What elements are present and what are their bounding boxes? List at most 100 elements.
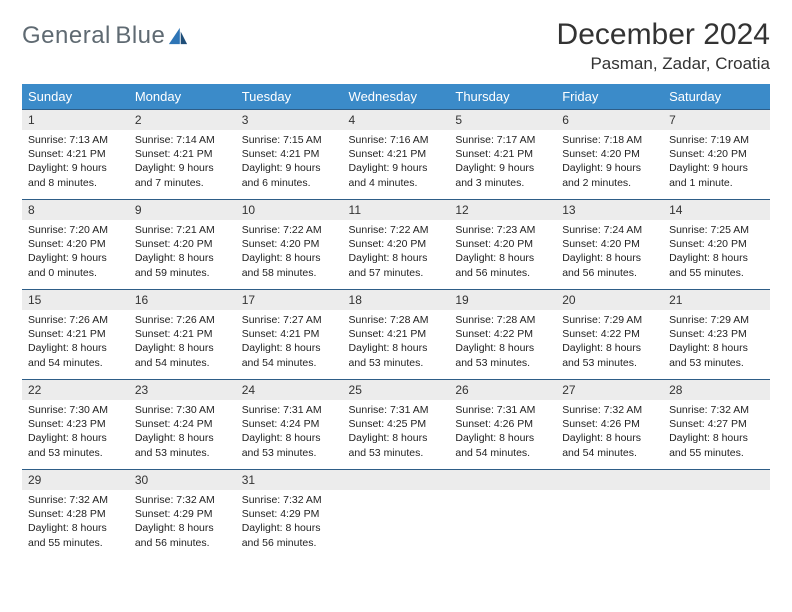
day-body: Sunrise: 7:15 AMSunset: 4:21 PMDaylight:… [236,130,343,194]
calendar-cell: 17Sunrise: 7:27 AMSunset: 4:21 PMDayligh… [236,289,343,379]
day-number-bar: 14 [663,199,770,220]
calendar-cell: 12Sunrise: 7:23 AMSunset: 4:20 PMDayligh… [449,199,556,289]
sunset-line: Sunset: 4:21 PM [349,147,444,161]
day-number-bar: 1 [22,109,129,130]
day-number-bar: 13 [556,199,663,220]
weekday-header: Friday [556,84,663,109]
sunset-line: Sunset: 4:26 PM [562,417,657,431]
daylight-line: Daylight: 8 hours [349,251,444,265]
day-number-bar: 19 [449,289,556,310]
day-number-bar: 15 [22,289,129,310]
calendar-cell: 3Sunrise: 7:15 AMSunset: 4:21 PMDaylight… [236,109,343,199]
sunset-line: Sunset: 4:20 PM [669,237,764,251]
day-body: Sunrise: 7:20 AMSunset: 4:20 PMDaylight:… [22,220,129,284]
sunrise-line: Sunrise: 7:18 AM [562,133,657,147]
daylight-line: and 53 minutes. [455,356,550,370]
day-body: Sunrise: 7:29 AMSunset: 4:22 PMDaylight:… [556,310,663,374]
day-number-bar: 23 [129,379,236,400]
calendar-cell: 10Sunrise: 7:22 AMSunset: 4:20 PMDayligh… [236,199,343,289]
sunrise-line: Sunrise: 7:23 AM [455,223,550,237]
day-number-bar: 17 [236,289,343,310]
day-number-bar: 21 [663,289,770,310]
day-number-bar: 4 [343,109,450,130]
sunrise-line: Sunrise: 7:32 AM [28,493,123,507]
daylight-line: Daylight: 9 hours [242,161,337,175]
daylight-line: and 3 minutes. [455,176,550,190]
sunrise-line: Sunrise: 7:27 AM [242,313,337,327]
calendar-head: Sunday Monday Tuesday Wednesday Thursday… [22,84,770,109]
calendar-cell: 15Sunrise: 7:26 AMSunset: 4:21 PMDayligh… [22,289,129,379]
logo-word1: General [22,22,111,49]
daylight-line: and 54 minutes. [28,356,123,370]
logo-word2: Blue [115,22,165,49]
sunset-line: Sunset: 4:21 PM [349,327,444,341]
daylight-line: and 53 minutes. [242,446,337,460]
daylight-line: Daylight: 8 hours [28,521,123,535]
calendar-cell: 21Sunrise: 7:29 AMSunset: 4:23 PMDayligh… [663,289,770,379]
daylight-line: and 53 minutes. [562,356,657,370]
weekday-header: Tuesday [236,84,343,109]
sunset-line: Sunset: 4:26 PM [455,417,550,431]
sunrise-line: Sunrise: 7:28 AM [349,313,444,327]
daylight-line: and 4 minutes. [349,176,444,190]
sunrise-line: Sunrise: 7:30 AM [135,403,230,417]
sunset-line: Sunset: 4:22 PM [455,327,550,341]
day-number-bar: 18 [343,289,450,310]
calendar-cell: 9Sunrise: 7:21 AMSunset: 4:20 PMDaylight… [129,199,236,289]
day-number-bar: 27 [556,379,663,400]
day-body: Sunrise: 7:30 AMSunset: 4:23 PMDaylight:… [22,400,129,464]
daylight-line: Daylight: 8 hours [242,431,337,445]
sunrise-line: Sunrise: 7:32 AM [242,493,337,507]
day-number-bar: 5 [449,109,556,130]
daylight-line: Daylight: 8 hours [135,341,230,355]
month-title: December 2024 [557,18,770,52]
day-number-bar [343,469,450,490]
day-body: Sunrise: 7:32 AMSunset: 4:29 PMDaylight:… [236,490,343,554]
day-number-bar [449,469,556,490]
sunset-line: Sunset: 4:23 PM [669,327,764,341]
calendar-cell: 25Sunrise: 7:31 AMSunset: 4:25 PMDayligh… [343,379,450,469]
calendar-row: 1Sunrise: 7:13 AMSunset: 4:21 PMDaylight… [22,109,770,199]
sunrise-line: Sunrise: 7:13 AM [28,133,123,147]
daylight-line: Daylight: 8 hours [562,251,657,265]
sunrise-line: Sunrise: 7:31 AM [242,403,337,417]
day-body: Sunrise: 7:24 AMSunset: 4:20 PMDaylight:… [556,220,663,284]
sunset-line: Sunset: 4:20 PM [242,237,337,251]
calendar-cell: 18Sunrise: 7:28 AMSunset: 4:21 PMDayligh… [343,289,450,379]
daylight-line: and 55 minutes. [669,446,764,460]
daylight-line: Daylight: 9 hours [669,161,764,175]
day-body: Sunrise: 7:14 AMSunset: 4:21 PMDaylight:… [129,130,236,194]
daylight-line: Daylight: 8 hours [135,521,230,535]
sunset-line: Sunset: 4:20 PM [562,147,657,161]
day-number-bar: 25 [343,379,450,400]
sunrise-line: Sunrise: 7:32 AM [135,493,230,507]
calendar-cell: 2Sunrise: 7:14 AMSunset: 4:21 PMDaylight… [129,109,236,199]
sunset-line: Sunset: 4:29 PM [135,507,230,521]
day-body: Sunrise: 7:32 AMSunset: 4:28 PMDaylight:… [22,490,129,554]
header: General Blue December 2024 Pasman, Zadar… [22,18,770,74]
sunset-line: Sunset: 4:21 PM [242,147,337,161]
daylight-line: and 0 minutes. [28,266,123,280]
day-body: Sunrise: 7:26 AMSunset: 4:21 PMDaylight:… [22,310,129,374]
day-body: Sunrise: 7:17 AMSunset: 4:21 PMDaylight:… [449,130,556,194]
daylight-line: and 54 minutes. [242,356,337,370]
sunrise-line: Sunrise: 7:32 AM [562,403,657,417]
day-body: Sunrise: 7:30 AMSunset: 4:24 PMDaylight:… [129,400,236,464]
day-body: Sunrise: 7:28 AMSunset: 4:21 PMDaylight:… [343,310,450,374]
daylight-line: Daylight: 8 hours [669,431,764,445]
day-number-bar: 3 [236,109,343,130]
calendar-cell: 19Sunrise: 7:28 AMSunset: 4:22 PMDayligh… [449,289,556,379]
daylight-line: Daylight: 8 hours [242,251,337,265]
sunrise-line: Sunrise: 7:31 AM [349,403,444,417]
calendar-cell: 6Sunrise: 7:18 AMSunset: 4:20 PMDaylight… [556,109,663,199]
daylight-line: and 53 minutes. [669,356,764,370]
calendar-cell [663,469,770,559]
daylight-line: and 2 minutes. [562,176,657,190]
day-body [663,490,770,548]
daylight-line: Daylight: 8 hours [455,341,550,355]
daylight-line: Daylight: 8 hours [242,521,337,535]
sunrise-line: Sunrise: 7:24 AM [562,223,657,237]
sunrise-line: Sunrise: 7:26 AM [28,313,123,327]
daylight-line: and 1 minute. [669,176,764,190]
day-number-bar: 9 [129,199,236,220]
